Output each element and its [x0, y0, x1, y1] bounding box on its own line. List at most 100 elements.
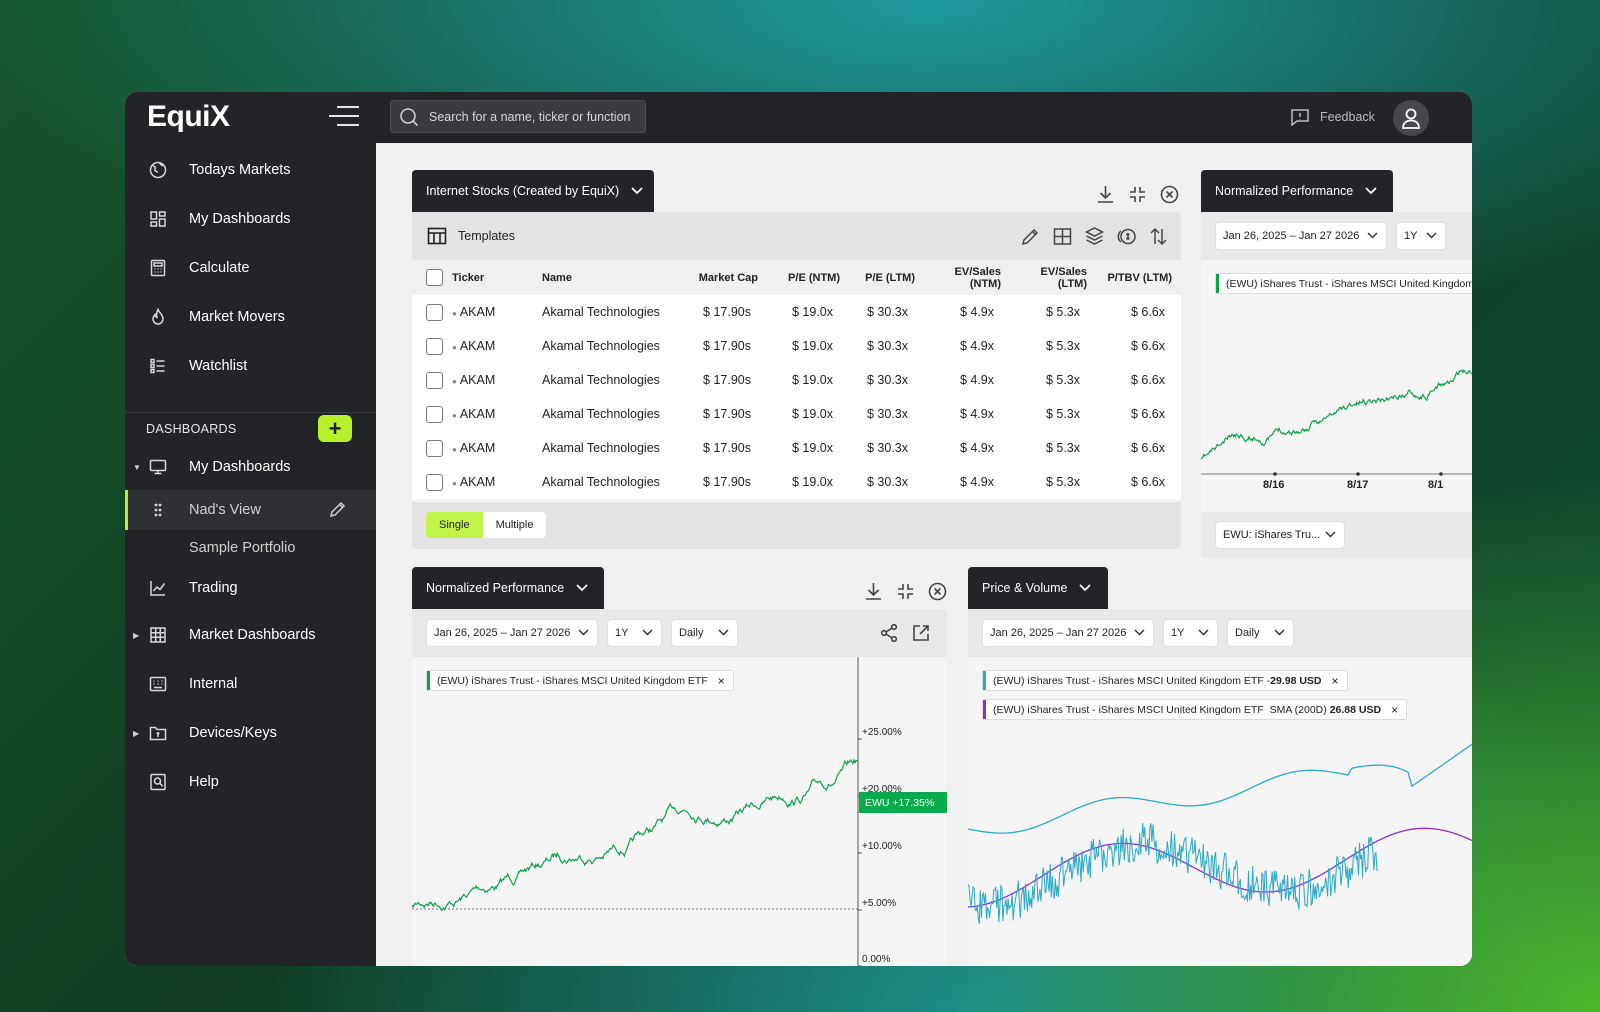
- coins-icon[interactable]: [1116, 226, 1137, 247]
- collapse-icon[interactable]: [895, 581, 916, 602]
- download-icon[interactable]: [863, 581, 884, 602]
- add-dashboard-button[interactable]: +: [318, 415, 352, 442]
- sidebar-item-my-dashboards[interactable]: My Dashboards: [125, 199, 376, 239]
- external-link-icon[interactable]: [911, 623, 931, 643]
- close-icon[interactable]: ×: [1391, 702, 1399, 717]
- chevron-down-icon[interactable]: [631, 187, 643, 195]
- row-checkbox[interactable]: [412, 363, 452, 397]
- table-row[interactable]: ● AKAM Akamal Technologies $ 17.90s $ 19.0x $…: [412, 295, 1181, 329]
- table-row[interactable]: ● AKAM Akamal Technologies $ 17.90s $ 19.0x $…: [412, 465, 1181, 499]
- symbol-value: EWU: iShares Tru...: [1223, 529, 1321, 541]
- screener-tab[interactable]: Internet Stocks (Created by EquiX): [412, 170, 654, 212]
- chevron-down-icon[interactable]: [576, 584, 588, 592]
- chevron-down-icon: [1198, 629, 1209, 637]
- sidebar-item-watchlist[interactable]: Watchlist: [125, 346, 376, 386]
- ticker-cell: ● AKAM: [452, 465, 542, 499]
- date-range-dropdown[interactable]: Jan 26, 2025 – Jan 27 2026: [982, 619, 1154, 647]
- feedback-button[interactable]: Feedback: [1290, 108, 1375, 126]
- sidebar-item-calculate[interactable]: Calculate: [125, 248, 376, 288]
- layers-icon[interactable]: [1084, 226, 1105, 247]
- sidebar-item-internal[interactable]: Internal: [125, 664, 376, 704]
- series-legend-pill[interactable]: (EWU) iShares Trust - iShares MSCI Unite…: [426, 670, 734, 691]
- value-cell: $ 17.90s: [692, 363, 767, 397]
- column-header[interactable]: EV/Sales (LTM): [1010, 260, 1096, 295]
- column-header[interactable]: Ticker: [452, 260, 542, 295]
- table-row[interactable]: ● AKAM Akamal Technologies $ 17.90s $ 19.0x $…: [412, 397, 1181, 431]
- columns-grid-icon[interactable]: [1052, 226, 1073, 247]
- value-cell: $ 17.90s: [692, 465, 767, 499]
- caret-down-icon[interactable]: ▼: [133, 463, 141, 472]
- price-legend-pill[interactable]: (EWU) iShares Trust - iShares MSCI Unite…: [982, 670, 1348, 691]
- norm-main-tab[interactable]: Normalized Performance: [412, 567, 604, 609]
- price-volume-tab[interactable]: Price & Volume: [968, 567, 1108, 609]
- chevron-down-icon[interactable]: [1365, 187, 1377, 195]
- search-input[interactable]: Search for a name, ticker or function: [390, 100, 646, 133]
- table-row[interactable]: ● AKAM Akamal Technologies $ 17.90s $ 19.0x $…: [412, 329, 1181, 363]
- caret-right-icon[interactable]: ▶: [133, 631, 140, 640]
- edit-icon[interactable]: [1020, 226, 1041, 247]
- sidebar-item-nads-view[interactable]: Nad's View: [125, 490, 376, 530]
- drag-handle-icon[interactable]: [149, 501, 167, 519]
- single-mode-button[interactable]: Single: [426, 512, 483, 538]
- interval-dropdown[interactable]: Daily: [1227, 619, 1294, 647]
- sidebar-item-trading[interactable]: Trading: [125, 568, 376, 608]
- column-header[interactable]: Name: [542, 260, 692, 295]
- period-dropdown[interactable]: 1Y: [1163, 619, 1218, 647]
- chevron-down-icon[interactable]: [1079, 584, 1092, 592]
- row-checkbox[interactable]: [412, 431, 452, 465]
- sidebar-item-sample-portfolio[interactable]: Sample Portfolio: [125, 528, 376, 568]
- sort-icon[interactable]: [1148, 226, 1169, 247]
- line-chart-icon: [149, 579, 167, 597]
- row-checkbox[interactable]: [412, 329, 452, 363]
- table-row[interactable]: ● AKAM Akamal Technologies $ 17.90s $ 19.0x $…: [412, 363, 1181, 397]
- column-header[interactable]: P/TBV (LTM): [1096, 260, 1181, 295]
- close-icon[interactable]: ×: [1331, 673, 1339, 688]
- row-checkbox[interactable]: [412, 295, 452, 329]
- sidebar-item-todays-markets[interactable]: Todays Markets: [125, 150, 376, 190]
- select-all-checkbox[interactable]: [412, 260, 452, 295]
- user-avatar[interactable]: [1393, 100, 1429, 136]
- period-value: 1Y: [1171, 627, 1185, 639]
- column-header[interactable]: Market Cap: [692, 260, 767, 295]
- period-dropdown[interactable]: 1Y: [607, 619, 662, 647]
- date-range-dropdown[interactable]: Jan 26, 2025 – Jan 27 2026: [426, 619, 598, 647]
- close-circle-icon[interactable]: [1159, 184, 1180, 205]
- sidebar-item-my-dashboards-tree[interactable]: ▼ My Dashboards: [125, 447, 376, 487]
- templates-label[interactable]: Templates: [458, 229, 515, 243]
- norm-small-title: Normalized Performance: [1215, 184, 1354, 198]
- screener-window-controls: [1095, 184, 1180, 205]
- interval-dropdown[interactable]: Daily: [671, 619, 738, 647]
- column-header[interactable]: EV/Sales (NTM): [924, 260, 1010, 295]
- hamburger-menu-icon[interactable]: [329, 106, 359, 128]
- pencil-icon[interactable]: [328, 500, 347, 519]
- table-row[interactable]: ● AKAM Akamal Technologies $ 17.90s $ 19.0x $…: [412, 431, 1181, 465]
- date-range-dropdown[interactable]: Jan 26, 2025 – Jan 27 2026: [1215, 222, 1387, 250]
- column-header[interactable]: P/E (LTM): [849, 260, 924, 295]
- sidebar-item-help[interactable]: Help: [125, 762, 376, 802]
- row-checkbox[interactable]: [412, 397, 452, 431]
- close-circle-icon[interactable]: [927, 581, 948, 602]
- close-icon[interactable]: ×: [717, 673, 725, 688]
- sidebar-item-market-dashboards[interactable]: ▶ Market Dashboards: [125, 615, 376, 655]
- date-range-value: Jan 26, 2025 – Jan 27 2026: [990, 627, 1127, 639]
- sma-legend-pill[interactable]: (EWU) iShares Trust - iShares MSCI Unite…: [982, 699, 1408, 720]
- legend-value: 26.88 USD: [1329, 703, 1382, 716]
- period-dropdown[interactable]: 1Y: [1396, 222, 1446, 250]
- value-cell: $ 5.3x: [1010, 295, 1096, 329]
- download-icon[interactable]: [1095, 184, 1116, 205]
- sidebar-item-devices-keys[interactable]: ▶ Devices/Keys: [125, 713, 376, 753]
- ticker-text: AKAM: [459, 305, 496, 319]
- multiple-mode-button[interactable]: Multiple: [482, 512, 547, 538]
- share-icon[interactable]: [879, 623, 899, 643]
- norm-small-tab[interactable]: Normalized Performance: [1201, 170, 1393, 212]
- symbol-selector-dropdown[interactable]: EWU: iShares Tru...: [1215, 521, 1345, 549]
- caret-right-icon[interactable]: ▶: [133, 729, 140, 738]
- row-checkbox[interactable]: [412, 465, 452, 499]
- column-header[interactable]: P/E (NTM): [767, 260, 849, 295]
- norm-main-toolbar: Jan 26, 2025 – Jan 27 2026 1Y Daily: [412, 609, 947, 657]
- value-cell: $ 30.3x: [849, 363, 924, 397]
- sidebar-item-market-movers[interactable]: Market Movers: [125, 297, 376, 337]
- collapse-icon[interactable]: [1127, 184, 1148, 205]
- value-cell: $ 4.9x: [924, 363, 1010, 397]
- series-legend-pill[interactable]: (EWU) iShares Trust - iShares MSCI Unite…: [1215, 273, 1472, 294]
